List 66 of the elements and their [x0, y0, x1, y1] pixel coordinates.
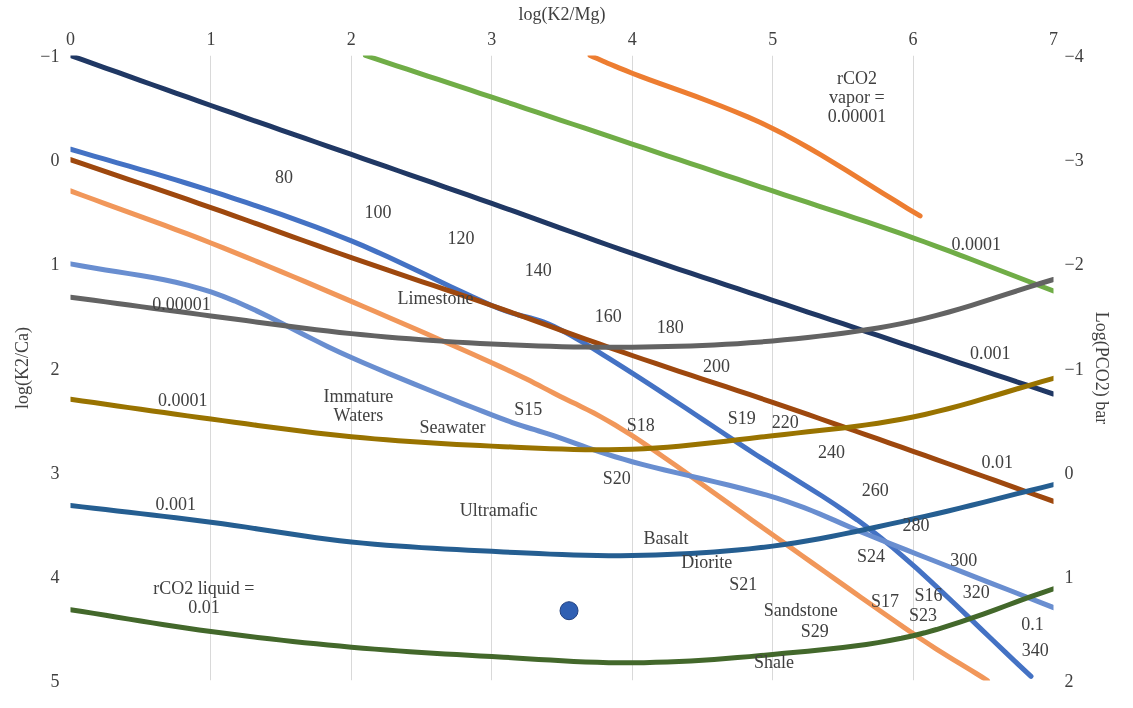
- annotation: 200: [702, 356, 730, 377]
- annotation: Basalt: [643, 527, 689, 548]
- y-tick-label: 1: [50, 254, 60, 275]
- annotation: rCO2 liquid = 0.01: [153, 577, 255, 617]
- annotation: rCO2 vapor = 0.00001: [827, 68, 887, 127]
- x-tick-label: 3: [487, 28, 497, 49]
- annotation: 0.0001: [158, 389, 208, 410]
- annotation: S17: [870, 591, 899, 612]
- annotation: S16: [914, 585, 943, 606]
- annotation: S19: [727, 408, 756, 428]
- annotation: Diorite: [681, 551, 733, 572]
- annotation: Immature Waters: [323, 386, 394, 425]
- annotation: 0.0001: [951, 233, 1002, 254]
- y-tick-label: 2: [50, 358, 60, 379]
- annotation: 0.1: [1021, 613, 1044, 634]
- x-tick-label: 6: [908, 28, 918, 49]
- annotation: S29: [800, 620, 829, 641]
- annotation: 300: [950, 550, 978, 571]
- annotation: 0.01: [981, 452, 1014, 473]
- y2-axis-title: Log(PCO2) bar: [1090, 311, 1112, 425]
- annotation: 320: [962, 582, 990, 603]
- annotation: 180: [656, 316, 684, 337]
- y2-tick-label: −2: [1064, 254, 1084, 275]
- x-tick-label: 2: [346, 28, 356, 49]
- annotation: 280: [902, 514, 930, 535]
- y2-tick-label: 1: [1064, 566, 1074, 587]
- annotation: 340: [1021, 639, 1049, 660]
- y-tick-label: 3: [50, 462, 60, 483]
- annotation: 100: [364, 202, 392, 223]
- annotation: S18: [626, 415, 655, 436]
- y2-tick-label: −3: [1064, 150, 1084, 171]
- y-tick-label: 5: [50, 671, 60, 691]
- annotation: 140: [524, 259, 552, 280]
- annotation: 220: [771, 411, 799, 432]
- annotation: Sandstone: [763, 599, 838, 620]
- x-tick-label: 7: [1049, 28, 1058, 49]
- annotation: S23: [908, 604, 937, 625]
- annotation: 240: [818, 441, 846, 462]
- annotation: 80: [274, 166, 293, 187]
- y2-tick-label: −4: [1064, 46, 1084, 66]
- annotation: S15: [514, 398, 543, 419]
- annotation: 0.001: [970, 342, 1011, 363]
- y2-tick-label: 2: [1064, 671, 1074, 691]
- annotation: 0.00001: [152, 293, 211, 314]
- y2-tick-label: 0: [1064, 462, 1074, 483]
- x-tick-label: 0: [66, 28, 75, 49]
- annotation: Seawater: [419, 417, 486, 438]
- x-tick-label: 1: [206, 28, 216, 49]
- annotation: Ultramafic: [459, 499, 538, 520]
- x-tick-label: 5: [768, 28, 778, 49]
- y-axis-title: log(K2/Ca): [12, 327, 34, 409]
- y2-tick-label: −1: [1064, 358, 1084, 379]
- annotation: S24: [856, 545, 885, 566]
- annotation: S21: [729, 573, 758, 594]
- annotation: 0.001: [155, 493, 197, 514]
- annotation: 160: [594, 306, 622, 327]
- y-tick-label: −1: [40, 46, 60, 66]
- annotation: Limestone: [397, 288, 474, 309]
- annotation: 120: [447, 228, 475, 249]
- x-tick-label: 4: [627, 28, 637, 49]
- x-axis-title: log(K2/Mg): [518, 3, 606, 25]
- annotation: 260: [861, 480, 889, 501]
- annotation: Shale: [754, 651, 795, 672]
- annotation: S20: [602, 468, 631, 489]
- y-tick-label: 0: [50, 150, 60, 171]
- y-tick-label: 4: [50, 566, 60, 587]
